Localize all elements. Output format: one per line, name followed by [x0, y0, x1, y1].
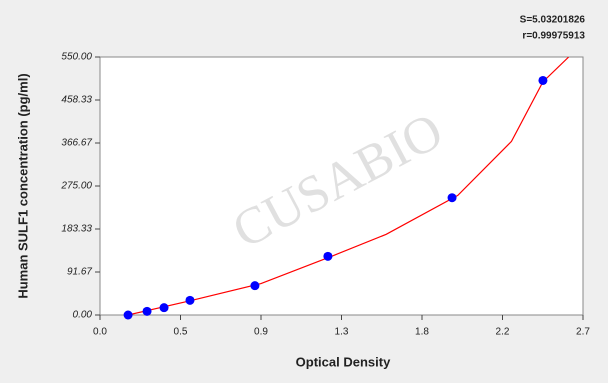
data-point — [142, 306, 152, 316]
x-axis-title: Optical Density — [296, 354, 391, 369]
y-tick-label: 0.00 — [73, 310, 93, 321]
data-point — [323, 251, 333, 261]
x-tick-label: 1.3 — [335, 327, 349, 338]
annotation: S=5.03201826 — [520, 15, 586, 26]
x-tick-label: 1.8 — [415, 327, 429, 338]
y-tick-label: 275.00 — [60, 181, 92, 192]
x-tick-label: 2.7 — [576, 327, 590, 338]
fit-curve — [127, 57, 570, 315]
y-tick-label: 458.33 — [61, 95, 92, 106]
y-tick-label: 550.00 — [61, 52, 92, 63]
data-point — [185, 295, 195, 305]
y-tick-label: 183.33 — [61, 224, 92, 235]
x-tick-label: 0.0 — [93, 327, 107, 338]
data-point — [159, 303, 169, 313]
data-point — [538, 75, 548, 85]
x-tick-label: 0.5 — [174, 327, 188, 338]
plot-area — [99, 56, 584, 316]
x-tick-label: 2.2 — [496, 327, 510, 338]
annotation: r=0.99975913 — [522, 31, 585, 42]
data-point — [447, 193, 457, 203]
data-point — [250, 281, 260, 291]
x-tick-label: 0.9 — [254, 327, 268, 338]
y-tick-label: 366.67 — [61, 138, 92, 149]
data-point — [123, 310, 133, 320]
y-tick-label: 91.67 — [67, 267, 92, 278]
y-axis-title: Human SULF1 concentration (pg/ml) — [15, 73, 30, 298]
